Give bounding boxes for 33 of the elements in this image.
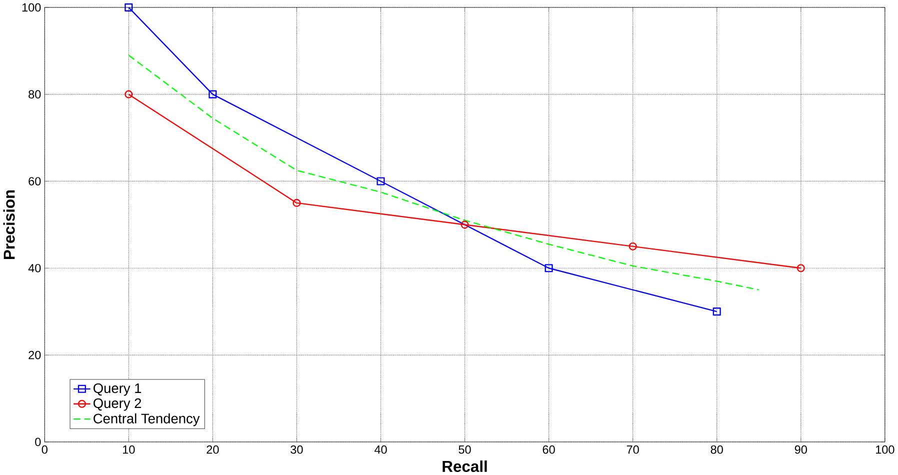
x-tick-label: 50 [458, 445, 471, 454]
x-tick-label: 40 [374, 445, 387, 454]
point [712, 307, 721, 316]
y-tick-label: 40 [28, 264, 41, 272]
point [796, 264, 805, 272]
legend-label: Query 1 [94, 383, 142, 396]
x-tick-label: 60 [542, 445, 555, 454]
y-tick-label: 100 [22, 3, 41, 12]
x-tick-label: 0 [42, 445, 48, 454]
x-tick-label: 90 [794, 445, 807, 454]
y-tick-label: 80 [28, 90, 41, 98]
point [376, 177, 385, 186]
point [208, 90, 217, 98]
x-tick-label: 70 [626, 445, 639, 454]
x-tick-label: 20 [206, 445, 219, 454]
point [460, 220, 469, 229]
point [628, 242, 637, 250]
point [292, 198, 301, 207]
x-tick-label: 100 [876, 445, 894, 454]
line-series [128, 54, 760, 290]
x-tick-label: 30 [290, 445, 303, 454]
x-axis-title: Recall [442, 460, 487, 472]
x-tick-label: 10 [123, 445, 135, 454]
legend-label: Central Tendency [94, 413, 200, 426]
y-tick-label: 60 [28, 176, 41, 186]
x-tick-label: 80 [710, 445, 723, 454]
y-axis-title: Precision [3, 190, 15, 259]
legend-label: Query 2 [94, 398, 142, 411]
y-tick-label: 20 [28, 350, 41, 360]
point [124, 3, 133, 12]
y-tick-label: 0 [35, 438, 41, 446]
point [124, 90, 133, 98]
point [544, 264, 553, 272]
